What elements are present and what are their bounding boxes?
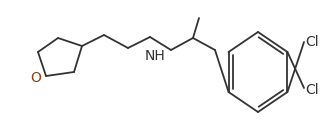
Text: O: O: [31, 71, 41, 85]
Text: Cl: Cl: [305, 35, 319, 49]
Text: NH: NH: [145, 49, 165, 63]
Text: Cl: Cl: [305, 83, 319, 97]
